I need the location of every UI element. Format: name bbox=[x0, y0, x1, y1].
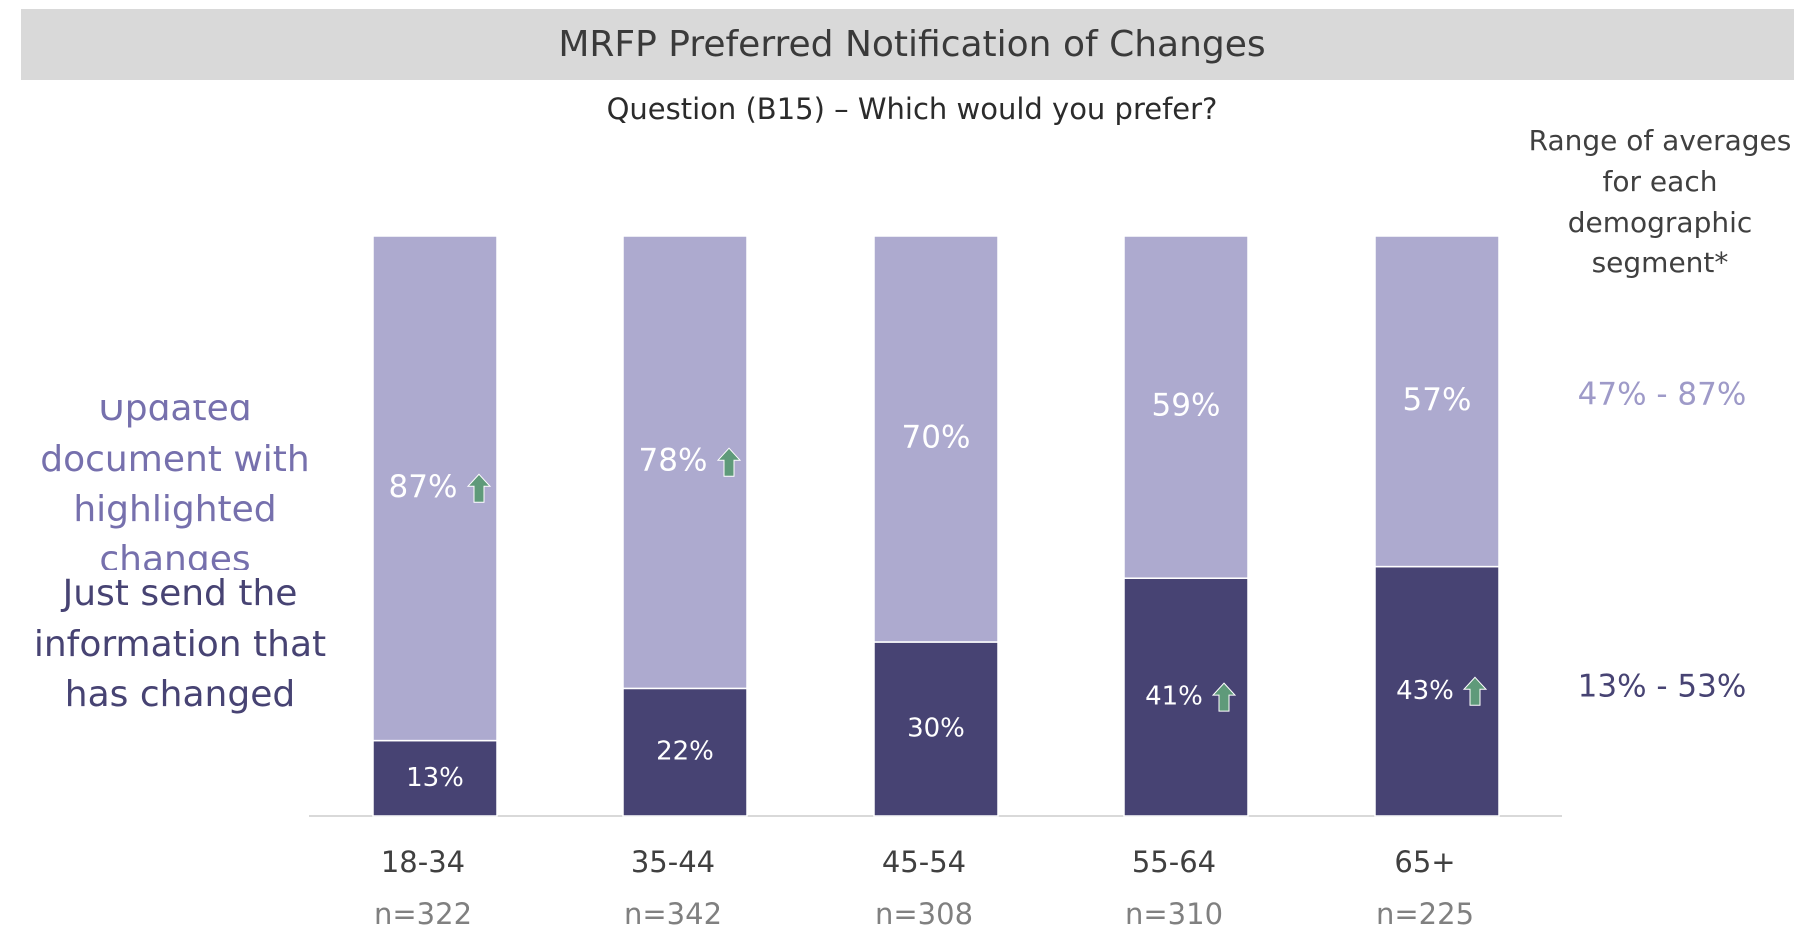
bar-segment bbox=[1123, 235, 1249, 579]
legend-box: Updated document with highlighted change… bbox=[40, 400, 310, 570]
range-heading: Range of averages for each demographic s… bbox=[1528, 124, 1792, 280]
legend-label: Just send the information that has chang… bbox=[33, 573, 327, 716]
bar-segment bbox=[1374, 235, 1500, 568]
value-label: 41% bbox=[1145, 682, 1203, 712]
value-label: 78% bbox=[639, 443, 708, 479]
range-label: 13% - 53% bbox=[1578, 669, 1747, 705]
value-label: 87% bbox=[389, 469, 458, 505]
legend-label: Updated document with highlighted change… bbox=[40, 400, 310, 570]
up-arrow bbox=[716, 447, 742, 477]
x-tick-label: 55-64 bbox=[1132, 845, 1216, 879]
x-tick-label: 45-54 bbox=[882, 845, 966, 879]
sample-size: n=308 bbox=[875, 897, 973, 931]
value-label: 43% bbox=[1396, 676, 1454, 706]
sample-size: n=225 bbox=[1376, 897, 1474, 931]
value-label: 22% bbox=[656, 737, 714, 767]
sample-size: n=310 bbox=[1125, 897, 1223, 931]
x-tick-label: 35-44 bbox=[631, 845, 715, 879]
bar-segment bbox=[873, 235, 999, 643]
chart-subtitle: Question (B15) – Which would you prefer? bbox=[607, 92, 1218, 126]
bar-segment bbox=[622, 687, 748, 817]
value-label: 59% bbox=[1152, 388, 1221, 424]
chart-title: MRFP Preferred Notification of Changes bbox=[558, 24, 1265, 65]
up-arrow bbox=[1211, 682, 1237, 712]
value-label: 30% bbox=[907, 714, 965, 744]
up-arrow bbox=[1462, 676, 1488, 706]
up-arrow bbox=[466, 473, 492, 503]
value-label: 13% bbox=[406, 763, 464, 793]
x-tick-label: 65+ bbox=[1394, 845, 1455, 879]
sample-size: n=342 bbox=[624, 897, 722, 931]
range-label: 47% - 87% bbox=[1578, 377, 1747, 413]
value-label: 70% bbox=[902, 420, 971, 456]
value-label: 57% bbox=[1403, 382, 1472, 418]
title-bar bbox=[21, 9, 1794, 80]
legend-box: Just send the information that has chang… bbox=[33, 573, 327, 716]
sample-size: n=322 bbox=[374, 897, 472, 931]
range-heading-box: Range of averages for each demographic s… bbox=[1528, 124, 1792, 280]
bar-segment bbox=[372, 739, 498, 817]
x-tick-label: 18-34 bbox=[381, 845, 465, 879]
bar-segment bbox=[873, 641, 999, 817]
